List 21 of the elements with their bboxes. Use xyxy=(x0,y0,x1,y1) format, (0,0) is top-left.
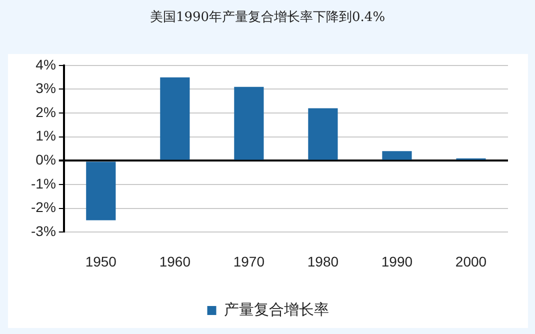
x-tick-label: 1960 xyxy=(159,253,191,270)
y-tick-label: 4% xyxy=(36,56,56,72)
x-tick-label: 1970 xyxy=(233,253,265,270)
bar xyxy=(308,108,338,160)
y-tick-label: -2% xyxy=(30,199,56,216)
chart-title: 美国1990年产量复合增长率下降到0.4% xyxy=(148,9,386,26)
bar xyxy=(234,86,264,160)
bar xyxy=(86,162,116,220)
y-tick-label: -1% xyxy=(30,175,56,192)
bar xyxy=(160,77,190,160)
y-tick-label: -3% xyxy=(30,223,56,240)
y-tick-label: 0% xyxy=(36,152,56,168)
bar xyxy=(382,151,412,160)
x-tick-label: 2000 xyxy=(455,253,487,270)
x-tick-label: 1950 xyxy=(85,253,117,270)
x-tick-label: 1980 xyxy=(307,253,339,270)
legend-label: 产量复合增长率 xyxy=(224,300,329,318)
y-tick-label: 1% xyxy=(36,128,56,144)
y-tick-label: 3% xyxy=(36,80,56,96)
y-tick-label: 2% xyxy=(36,104,56,120)
x-tick-label: 1990 xyxy=(381,253,413,270)
